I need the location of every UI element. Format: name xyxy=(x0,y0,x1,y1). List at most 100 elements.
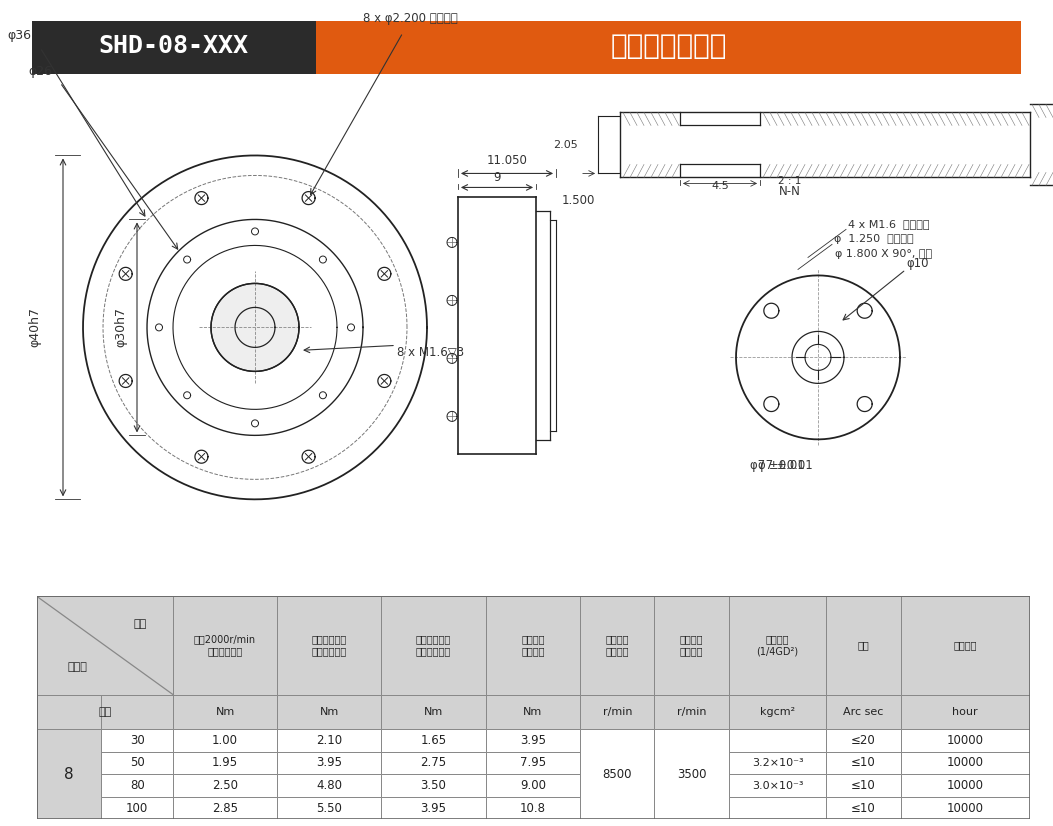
Bar xyxy=(173,596,277,695)
Text: 系列谐波减速器: 系列谐波减速器 xyxy=(611,32,727,60)
Text: 起动停止时的
容许峰值转矩: 起动停止时的 容许峰值转矩 xyxy=(312,634,346,656)
Text: 容许平均
输入转速: 容许平均 输入转速 xyxy=(680,634,703,656)
Text: 瞬间容许
最大转矩: 瞬间容许 最大转矩 xyxy=(521,634,544,656)
Text: φ 1.800 X 90°, 近端: φ 1.800 X 90°, 近端 xyxy=(828,249,932,259)
Bar xyxy=(101,797,173,819)
Bar xyxy=(37,695,101,729)
Bar xyxy=(900,695,1030,729)
Text: φ7 ±0.01: φ7 ±0.01 xyxy=(750,459,804,472)
Text: 2.50: 2.50 xyxy=(212,779,238,792)
Bar xyxy=(173,729,277,752)
Text: r/min: r/min xyxy=(602,707,632,717)
Bar xyxy=(277,797,381,819)
Text: 4 x M1.6  完全贯穿: 4 x M1.6 完全贯穿 xyxy=(848,220,930,230)
Bar xyxy=(173,774,277,797)
Text: 8 x M1.6▽3: 8 x M1.6▽3 xyxy=(397,345,464,358)
Text: 设计寿命: 设计寿命 xyxy=(954,640,977,650)
Bar xyxy=(381,695,485,729)
Text: φ26: φ26 xyxy=(28,65,52,78)
Bar xyxy=(381,752,485,774)
Text: 减速比: 减速比 xyxy=(67,662,87,672)
Text: 2 : 1: 2 : 1 xyxy=(778,177,801,187)
Bar xyxy=(900,596,1030,695)
Text: 转动惯量
(1/4GD²): 转动惯量 (1/4GD²) xyxy=(756,634,798,656)
Bar xyxy=(827,729,900,752)
Text: 9.00: 9.00 xyxy=(520,779,545,792)
Text: kgcm²: kgcm² xyxy=(760,707,795,717)
Bar xyxy=(381,774,485,797)
Text: 10.8: 10.8 xyxy=(520,801,545,814)
Bar xyxy=(32,21,316,74)
Bar xyxy=(485,729,580,752)
Text: 10000: 10000 xyxy=(947,733,984,747)
Text: φ30h7: φ30h7 xyxy=(115,307,127,348)
Text: φ  1.250  完全贯穿: φ 1.250 完全贯穿 xyxy=(834,235,914,244)
Text: 1.00: 1.00 xyxy=(212,733,238,747)
Bar xyxy=(580,729,655,819)
Bar xyxy=(729,729,827,752)
Polygon shape xyxy=(211,283,299,372)
Text: 3.95: 3.95 xyxy=(420,801,446,814)
Bar xyxy=(580,596,655,695)
Bar xyxy=(101,729,173,752)
Bar xyxy=(655,695,729,729)
Bar xyxy=(655,596,729,695)
Text: 30: 30 xyxy=(130,733,144,747)
Bar xyxy=(655,729,729,819)
Text: 10000: 10000 xyxy=(947,757,984,770)
Bar xyxy=(655,729,729,819)
Text: 100: 100 xyxy=(126,801,148,814)
Bar xyxy=(655,729,729,819)
Text: ≤10: ≤10 xyxy=(851,757,876,770)
Bar xyxy=(37,729,101,819)
Bar xyxy=(101,695,173,729)
Text: r/min: r/min xyxy=(677,707,707,717)
Bar xyxy=(37,729,101,819)
Text: ≤10: ≤10 xyxy=(851,801,876,814)
Bar xyxy=(827,752,900,774)
Bar xyxy=(580,729,655,819)
Text: φ40h7: φ40h7 xyxy=(28,307,41,348)
Bar xyxy=(485,752,580,774)
Text: 项目: 项目 xyxy=(134,619,146,629)
Bar xyxy=(101,752,173,774)
Text: 弧秒: 弧秒 xyxy=(857,640,870,650)
Text: 10000: 10000 xyxy=(947,801,984,814)
Text: 1.500: 1.500 xyxy=(562,194,595,207)
Bar xyxy=(729,774,827,797)
Text: 8: 8 xyxy=(64,767,74,781)
Bar xyxy=(381,729,485,752)
Text: 11.050: 11.050 xyxy=(486,154,528,168)
Bar xyxy=(485,695,580,729)
Bar xyxy=(316,21,1021,74)
Text: 3.95: 3.95 xyxy=(520,733,545,747)
Text: N-N: N-N xyxy=(779,186,801,198)
Text: 3500: 3500 xyxy=(677,767,707,781)
Bar xyxy=(485,596,580,695)
Bar xyxy=(580,729,655,819)
Text: 8 x φ2.200 完全贯穿: 8 x φ2.200 完全贯穿 xyxy=(363,12,458,26)
Bar xyxy=(37,729,101,819)
Bar xyxy=(827,797,900,819)
Bar xyxy=(485,774,580,797)
Text: ≤20: ≤20 xyxy=(851,733,876,747)
Text: φ36: φ36 xyxy=(7,30,31,42)
Bar xyxy=(580,695,655,729)
Text: 输入2000r/min
时的额定转矩: 输入2000r/min 时的额定转矩 xyxy=(194,634,256,656)
Bar xyxy=(827,596,900,695)
Text: 容许最高
输入转速: 容许最高 输入转速 xyxy=(605,634,629,656)
Text: 9: 9 xyxy=(493,172,501,184)
Bar xyxy=(277,729,381,752)
Text: 4.5: 4.5 xyxy=(711,182,729,192)
Text: 4.80: 4.80 xyxy=(316,779,342,792)
Bar xyxy=(827,774,900,797)
Bar xyxy=(655,729,729,819)
Bar xyxy=(173,695,277,729)
Text: 平均负载转矩
的容许最大值: 平均负载转矩 的容许最大值 xyxy=(416,634,451,656)
Text: 3.50: 3.50 xyxy=(420,779,446,792)
Text: 7.95: 7.95 xyxy=(520,757,545,770)
Bar xyxy=(37,729,101,819)
Text: 80: 80 xyxy=(130,779,144,792)
Bar xyxy=(900,729,1030,752)
Bar xyxy=(173,797,277,819)
